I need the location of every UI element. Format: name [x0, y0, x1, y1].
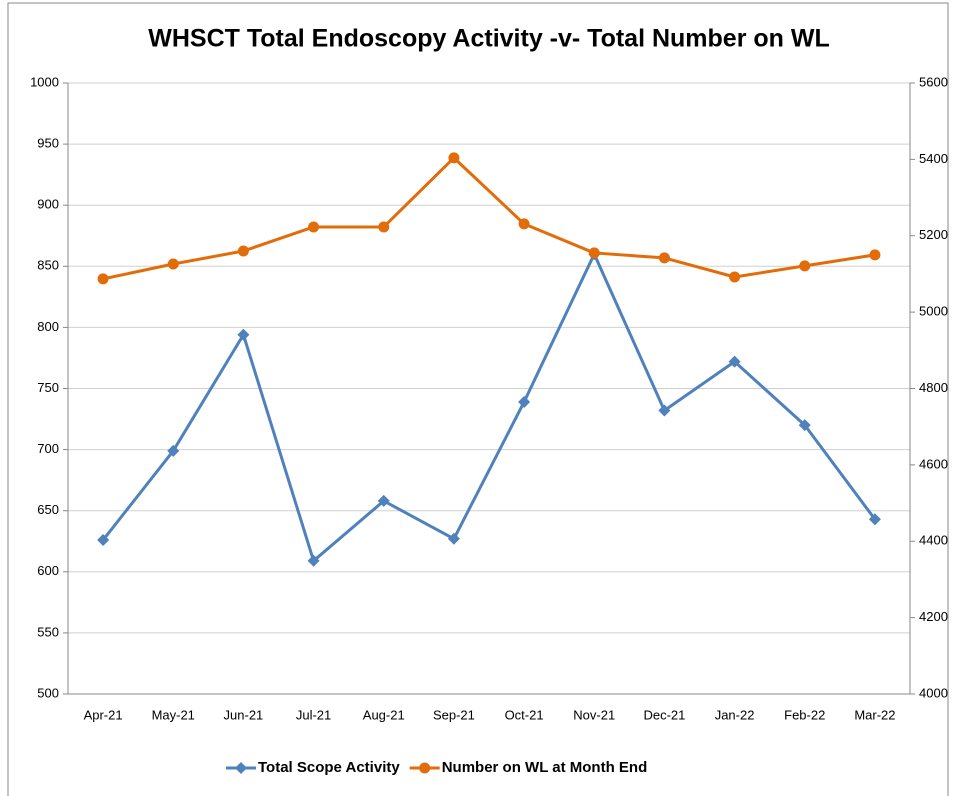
data-point [448, 152, 460, 164]
y-tick-label: 800 [37, 319, 59, 334]
x-tick-label: Feb-22 [784, 707, 825, 722]
x-tick-label: Jan-22 [715, 707, 755, 722]
y2-tick-label: 4200 [919, 609, 948, 624]
data-point [729, 271, 741, 283]
data-point [308, 221, 320, 233]
data-point [798, 419, 811, 432]
y2-tick-label: 4600 [919, 456, 948, 471]
y-tick-label: 850 [37, 258, 59, 273]
y-tick-label: 700 [37, 441, 59, 456]
y2-tick-label: 4000 [919, 685, 948, 700]
y-tick-label: 650 [37, 502, 59, 517]
legend-label: Number on WL at Month End [442, 759, 648, 776]
data-point [97, 273, 109, 285]
y2-tick-label: 5200 [919, 227, 948, 242]
x-tick-label: Oct-21 [505, 707, 544, 722]
legend-label: Total Scope Activity [258, 759, 400, 776]
chart-frame [7, 2, 949, 796]
data-point [868, 513, 881, 526]
data-point [518, 218, 530, 230]
y2-tick-label: 5600 [919, 74, 948, 89]
y2-tick-label: 5400 [919, 151, 948, 166]
data-point [97, 534, 110, 547]
x-tick-label: Nov-21 [573, 707, 615, 722]
x-tick-label: Jun-21 [224, 707, 264, 722]
x-tick-label: Dec-21 [643, 707, 685, 722]
data-point [237, 328, 250, 341]
y2-tick-label: 5000 [919, 304, 948, 319]
data-point [167, 258, 179, 270]
data-point [658, 404, 671, 417]
data-point [167, 444, 180, 457]
y-tick-label: 950 [37, 136, 59, 151]
y2-tick-label: 4800 [919, 380, 948, 395]
y-tick-label: 750 [37, 380, 59, 395]
x-tick-label: Sep-21 [433, 707, 475, 722]
series-line [102, 156, 876, 281]
y-tick-label: 500 [37, 685, 59, 700]
data-point [728, 355, 741, 368]
chart-title: WHSCT Total Endoscopy Activity -v- Total… [148, 25, 829, 53]
data-point [799, 260, 811, 272]
x-tick-label: Apr-21 [84, 707, 123, 722]
y-tick-label: 550 [37, 624, 59, 639]
data-point [378, 221, 390, 233]
x-tick-label: Mar-22 [854, 707, 895, 722]
data-point [658, 252, 670, 264]
x-tick-label: Jul-21 [296, 707, 331, 722]
data-point [447, 532, 460, 545]
data-point [237, 245, 249, 257]
series-line [101, 252, 877, 563]
data-point [518, 395, 531, 408]
data-point [869, 249, 881, 261]
data-point [588, 247, 600, 259]
y-tick-label: 900 [37, 197, 59, 212]
data-point [307, 554, 320, 567]
x-tick-label: May-21 [152, 707, 195, 722]
y2-tick-label: 4400 [919, 533, 948, 548]
legend-marker [419, 762, 431, 774]
y-tick-label: 600 [37, 563, 59, 578]
legend-marker [235, 762, 247, 774]
data-point [377, 494, 390, 507]
y-tick-label: 1000 [30, 74, 59, 89]
x-tick-label: Aug-21 [363, 707, 405, 722]
